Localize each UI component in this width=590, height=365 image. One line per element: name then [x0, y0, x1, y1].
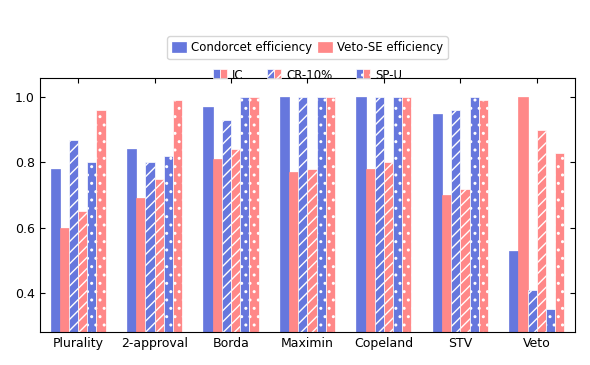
Bar — [231, 149, 240, 365]
Bar — [212, 159, 222, 365]
Bar — [250, 97, 258, 365]
Bar — [470, 97, 478, 365]
Bar — [537, 130, 546, 365]
Bar — [173, 100, 182, 365]
Bar — [289, 172, 299, 365]
Bar — [78, 211, 87, 365]
Bar — [204, 107, 212, 365]
Bar — [87, 162, 96, 365]
Bar — [442, 195, 451, 365]
Bar — [163, 156, 173, 365]
Bar — [509, 250, 519, 365]
Bar — [356, 97, 366, 365]
Bar — [155, 179, 163, 365]
Bar — [307, 169, 317, 365]
Bar — [393, 97, 402, 365]
Bar — [127, 149, 136, 365]
Bar — [384, 162, 393, 365]
Bar — [240, 97, 250, 365]
Bar — [51, 169, 60, 365]
Bar — [478, 100, 488, 365]
Bar — [299, 97, 307, 365]
Bar — [69, 140, 78, 365]
Bar — [96, 110, 106, 365]
Bar — [317, 97, 326, 365]
Bar — [145, 162, 155, 365]
Bar — [460, 189, 470, 365]
Bar — [433, 114, 442, 365]
Bar — [326, 97, 335, 365]
Bar — [527, 290, 537, 365]
Bar — [555, 153, 564, 365]
Legend: IC, CR-10%, SP-U: IC, CR-10%, SP-U — [208, 65, 407, 87]
Bar — [136, 198, 145, 365]
Bar — [546, 309, 555, 365]
Bar — [375, 97, 384, 365]
Bar — [280, 97, 289, 365]
Bar — [366, 169, 375, 365]
Bar — [451, 110, 460, 365]
Bar — [519, 97, 527, 365]
Bar — [222, 120, 231, 365]
Bar — [402, 97, 411, 365]
Bar — [60, 228, 69, 365]
